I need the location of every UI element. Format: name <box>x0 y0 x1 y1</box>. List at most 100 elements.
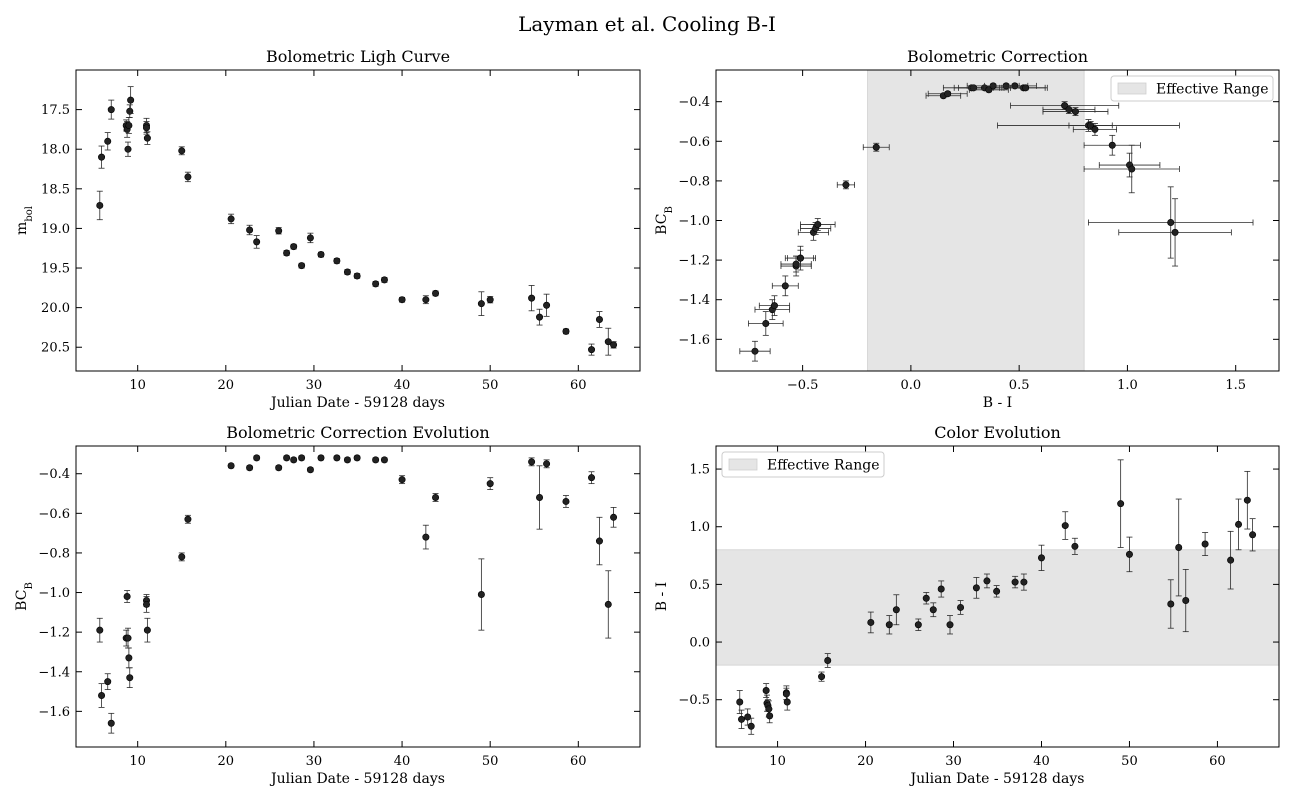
point-marker <box>783 698 791 706</box>
point-marker <box>562 497 570 505</box>
data-point <box>253 454 261 462</box>
data-point <box>432 493 440 502</box>
x-tick-label: 40 <box>394 378 411 393</box>
point-marker <box>983 577 991 585</box>
point-marker <box>126 107 134 115</box>
data-point <box>380 276 388 284</box>
point-marker <box>317 251 325 259</box>
point-marker <box>766 712 774 720</box>
x-tick-label: 40 <box>1033 754 1050 769</box>
y-tick-label: −1.2 <box>678 254 710 269</box>
data-point <box>283 454 291 462</box>
data-point <box>1083 134 1141 156</box>
data-point <box>143 121 151 135</box>
data-point <box>957 600 965 615</box>
data-point <box>528 285 536 312</box>
data-point <box>588 343 596 356</box>
point-marker <box>333 257 341 265</box>
y-tick-label: −1.4 <box>38 665 70 680</box>
y-tick-label: 18.5 <box>41 182 70 197</box>
data-point <box>739 340 771 362</box>
point-marker <box>744 713 752 721</box>
point-marker <box>867 618 875 626</box>
data-point <box>290 456 298 464</box>
point-marker <box>536 313 544 321</box>
y-tick-label: −1.0 <box>678 214 710 229</box>
data-point <box>275 464 283 472</box>
chart-p3: 10 20 30 40 50 60 −1.6 −1.4 −1.2 −1.0 −0.8 −0.6 −0.4… <box>14 423 641 787</box>
point-marker <box>253 238 261 246</box>
point-marker <box>610 513 618 521</box>
point-marker <box>818 673 826 681</box>
point-marker <box>528 294 536 302</box>
data-point <box>744 708 752 726</box>
x-tick-label: 50 <box>1121 754 1138 769</box>
data-point <box>914 618 922 631</box>
point-marker <box>343 268 351 276</box>
legend-swatch <box>728 458 758 471</box>
y-tick-label: 20.5 <box>41 341 70 356</box>
point-marker <box>1071 542 1079 550</box>
data-point <box>343 268 351 276</box>
point-marker <box>1091 125 1099 133</box>
y-tick-label: 20.0 <box>41 301 70 316</box>
point-marker <box>398 296 406 304</box>
point-marker <box>885 621 893 629</box>
data-point <box>127 86 135 114</box>
point-marker <box>1011 578 1019 586</box>
point-marker <box>306 234 314 242</box>
point-marker <box>957 603 965 611</box>
y-tick-label: 19.5 <box>41 262 70 277</box>
chart-p1: 10 20 30 40 50 60 17.5 18.0 18.5 19.0 19.5 20.0 20.5… <box>14 47 641 411</box>
data-point <box>353 454 361 462</box>
point-marker <box>1037 554 1045 562</box>
data-point <box>937 580 945 598</box>
legend-label: Effective Range <box>767 458 880 474</box>
data-point <box>1020 573 1028 591</box>
point-marker <box>123 592 131 600</box>
data-point <box>610 341 618 349</box>
data-point <box>290 243 298 251</box>
x-tick-label: 1.5 <box>1225 378 1246 393</box>
y-tick-label: −1.2 <box>38 626 70 641</box>
data-point <box>929 602 937 618</box>
point-marker <box>104 137 112 145</box>
chart-p2: −0.5 0.0 0.5 1.0 1.5 −1.6 −1.4 −1.2 −1.0 −0.8 −0.6… <box>654 47 1280 411</box>
data-point <box>562 495 570 508</box>
x-tick-label: 10 <box>769 754 786 769</box>
axes-frame <box>75 445 641 748</box>
legend: Effective Range <box>1110 75 1274 102</box>
data-point <box>96 190 104 221</box>
data-point <box>107 712 115 734</box>
data-point <box>1235 498 1243 551</box>
y-tick-label: 1.0 <box>689 520 710 535</box>
data-point <box>1118 198 1232 267</box>
data-point <box>372 456 380 464</box>
data-point <box>604 570 612 639</box>
data-point <box>867 611 875 634</box>
point-marker <box>107 106 115 114</box>
y-axis-label: BCB <box>654 206 675 235</box>
data-point <box>422 524 430 550</box>
data-point <box>1243 470 1251 530</box>
y-tick-label: −0.8 <box>38 546 70 561</box>
x-axis-label: Julian Date - 59128 days <box>269 395 445 411</box>
y-tick-label: 19.0 <box>41 222 70 237</box>
point-marker <box>98 692 106 700</box>
point-marker <box>814 220 822 228</box>
data-point <box>528 457 536 467</box>
point-marker <box>762 686 770 694</box>
data-point <box>275 227 283 235</box>
y-axis-label-sub: B <box>24 582 35 589</box>
data-point <box>604 327 612 356</box>
point-marker <box>353 272 361 280</box>
y-axis-label-main: B - I <box>654 582 670 611</box>
data-point <box>125 647 133 669</box>
data-point <box>758 295 791 316</box>
data-point <box>306 466 314 474</box>
data-point <box>98 683 106 708</box>
data-point <box>754 299 791 320</box>
data-point <box>588 471 596 485</box>
point-marker <box>1167 600 1175 608</box>
point-marker <box>1125 550 1133 558</box>
